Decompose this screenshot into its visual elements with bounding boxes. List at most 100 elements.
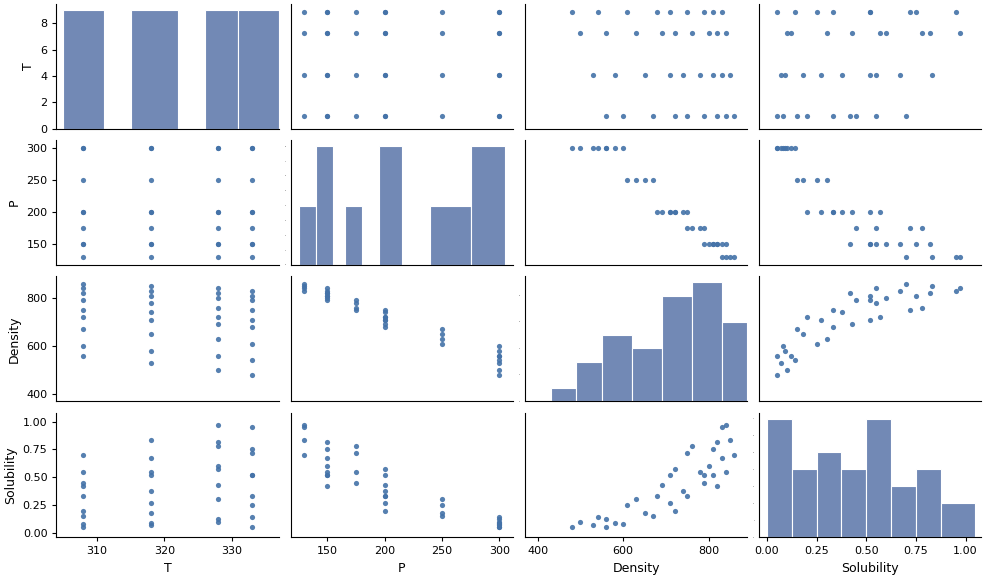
Point: [619, 500, 635, 510]
Point: [637, 70, 653, 79]
Bar: [767, 419, 792, 537]
Point: [812, 70, 828, 79]
Point: [705, 70, 721, 79]
Point: [348, 467, 364, 477]
Point: [573, 28, 589, 38]
Point: [667, 208, 682, 217]
Point: [705, 470, 721, 479]
Point: [434, 70, 450, 79]
Point: [663, 470, 678, 479]
Point: [779, 28, 795, 38]
Point: [863, 8, 879, 17]
Point: [76, 208, 92, 217]
Point: [76, 506, 92, 515]
Point: [692, 467, 708, 477]
Point: [76, 240, 92, 249]
Point: [143, 208, 159, 217]
Point: [297, 281, 313, 291]
Point: [599, 28, 614, 38]
Point: [434, 28, 450, 38]
Point: [319, 294, 335, 303]
Point: [628, 175, 644, 185]
Point: [824, 322, 840, 331]
Point: [869, 112, 884, 121]
Point: [834, 208, 850, 217]
Point: [714, 423, 730, 432]
Bar: [867, 419, 891, 537]
Point: [869, 223, 884, 233]
Point: [812, 315, 828, 324]
Point: [434, 329, 450, 339]
Point: [76, 511, 92, 521]
Point: [143, 223, 159, 233]
Point: [675, 486, 691, 495]
Point: [143, 518, 159, 527]
Point: [696, 8, 712, 17]
Point: [377, 492, 392, 501]
Point: [902, 8, 918, 17]
Point: [210, 365, 226, 375]
Point: [143, 315, 159, 324]
Point: [377, 28, 392, 38]
Point: [908, 8, 924, 17]
Point: [377, 313, 392, 322]
Point: [76, 351, 92, 360]
Point: [787, 8, 803, 17]
Point: [714, 453, 730, 463]
Y-axis label: Density: Density: [8, 315, 21, 362]
Point: [491, 523, 507, 532]
Point: [210, 294, 226, 303]
X-axis label: Density: Density: [612, 562, 660, 575]
Point: [667, 28, 682, 38]
Point: [210, 441, 226, 450]
Point: [590, 8, 605, 17]
Point: [377, 305, 392, 314]
Point: [76, 240, 92, 249]
Point: [834, 308, 850, 317]
Point: [722, 70, 738, 79]
Point: [795, 329, 810, 339]
Bar: [632, 349, 662, 401]
Point: [879, 240, 894, 249]
Point: [844, 28, 860, 38]
Point: [619, 175, 635, 185]
Point: [564, 8, 580, 17]
Bar: [722, 322, 747, 401]
Point: [615, 112, 631, 121]
Point: [377, 112, 392, 121]
Point: [779, 144, 795, 153]
Point: [783, 144, 799, 153]
Point: [210, 175, 226, 185]
Point: [844, 208, 860, 217]
Point: [951, 252, 967, 262]
Point: [799, 313, 814, 322]
Point: [377, 465, 392, 474]
Point: [590, 512, 605, 522]
Point: [818, 334, 834, 343]
Point: [319, 291, 335, 301]
Point: [244, 240, 259, 249]
Point: [873, 313, 888, 322]
Point: [244, 305, 259, 314]
Point: [348, 28, 364, 38]
Point: [244, 423, 259, 432]
Point: [645, 175, 661, 185]
Point: [210, 284, 226, 293]
Point: [76, 478, 92, 488]
Point: [491, 351, 507, 360]
Bar: [299, 206, 316, 265]
Point: [590, 144, 605, 153]
Point: [705, 8, 721, 17]
Point: [244, 492, 259, 501]
Point: [628, 28, 644, 38]
Point: [76, 144, 92, 153]
Point: [434, 325, 450, 334]
Point: [377, 8, 392, 17]
Point: [143, 486, 159, 495]
Point: [892, 70, 908, 79]
Point: [869, 284, 884, 293]
Bar: [941, 503, 975, 537]
Point: [348, 112, 364, 121]
Bar: [691, 283, 722, 401]
Point: [683, 223, 699, 233]
